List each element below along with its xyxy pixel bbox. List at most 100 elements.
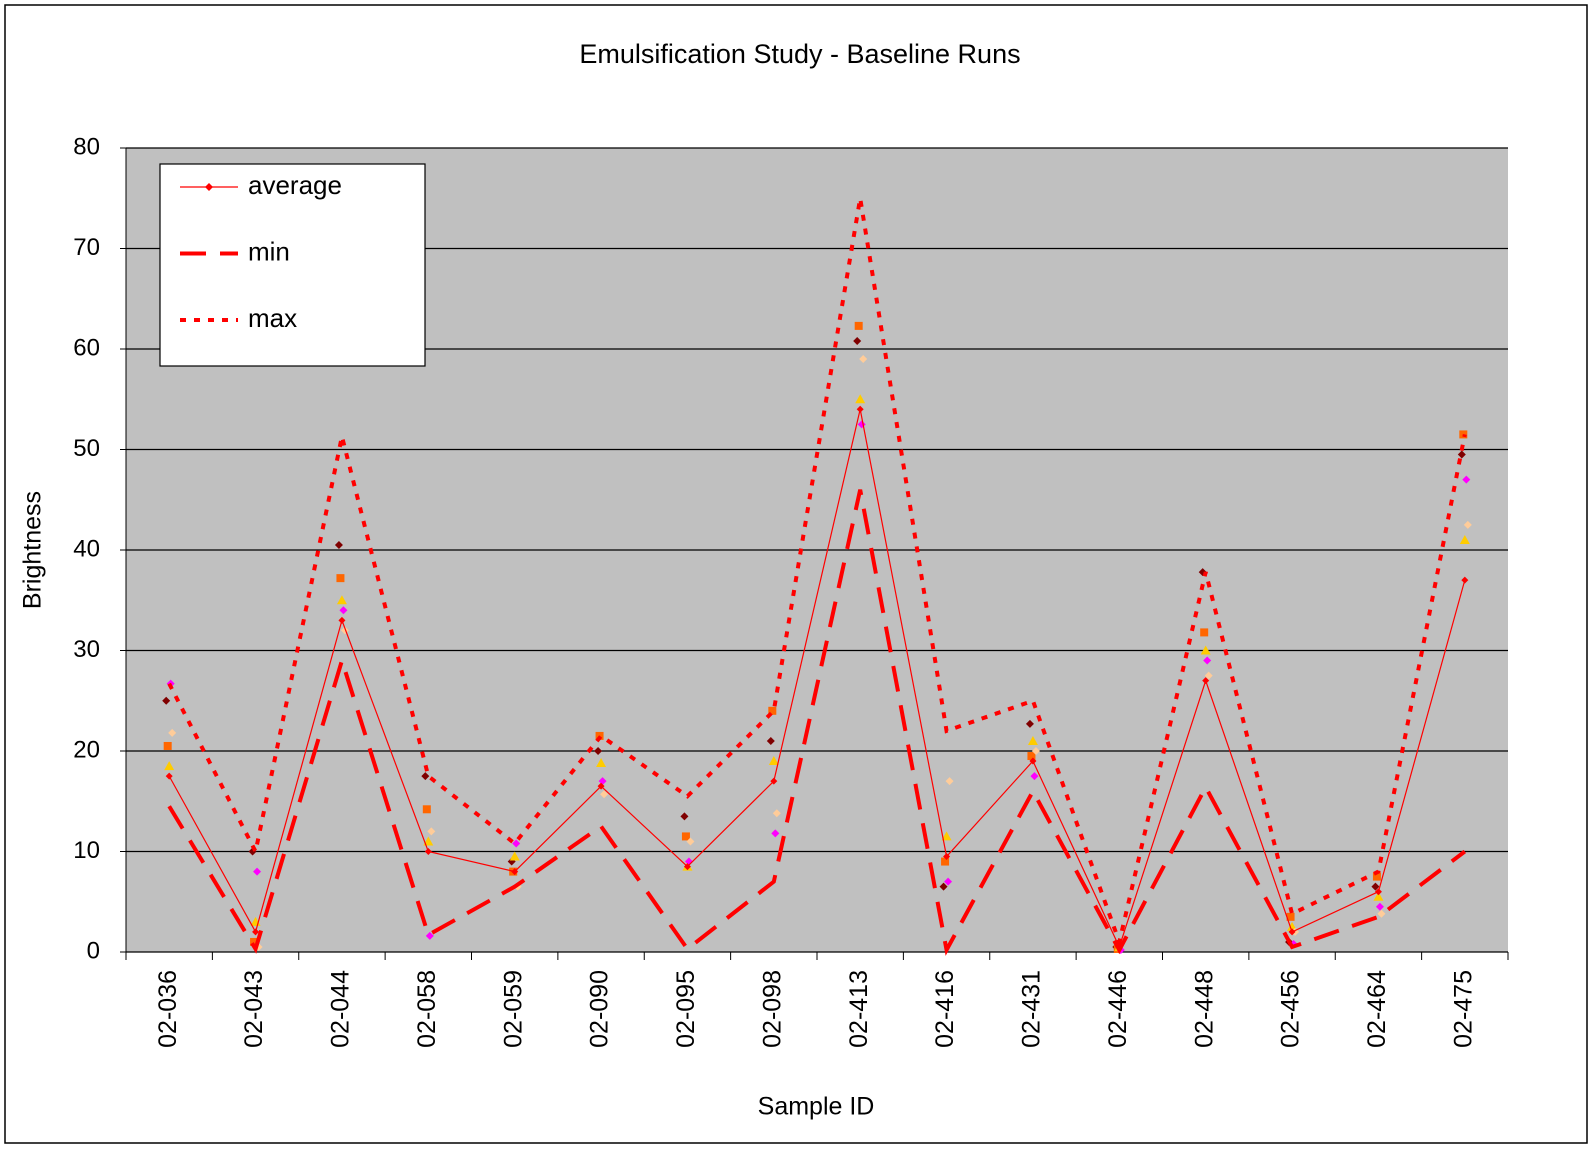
legend-box bbox=[159, 163, 426, 367]
marker bbox=[939, 882, 948, 891]
marker bbox=[683, 863, 691, 871]
marker bbox=[941, 857, 950, 866]
marker bbox=[854, 321, 863, 330]
marker bbox=[1288, 928, 1296, 936]
marker bbox=[772, 809, 781, 818]
marker bbox=[771, 829, 780, 838]
marker bbox=[1374, 888, 1382, 896]
series-line bbox=[167, 197, 1467, 950]
x-tick-label: 02-448 bbox=[1190, 970, 1218, 1048]
marker bbox=[680, 812, 689, 821]
x-tick-label: 02-058 bbox=[413, 970, 441, 1048]
x-tick-label: 02-456 bbox=[1277, 970, 1305, 1048]
x-axis-label: Sample ID bbox=[758, 1093, 875, 1121]
marker bbox=[1373, 891, 1384, 901]
series-line bbox=[168, 409, 1466, 949]
marker bbox=[334, 540, 343, 549]
marker bbox=[1029, 757, 1037, 765]
marker bbox=[339, 606, 348, 615]
marker bbox=[162, 696, 171, 705]
marker bbox=[1200, 645, 1211, 655]
marker bbox=[253, 867, 262, 876]
marker bbox=[681, 832, 690, 841]
y-tick-label: 30 bbox=[73, 636, 100, 663]
marker bbox=[768, 756, 779, 766]
x-tick-label: 02-090 bbox=[586, 970, 614, 1048]
x-tick-label: 02-036 bbox=[154, 970, 182, 1048]
marker bbox=[594, 747, 603, 755]
x-tick-label: 02-475 bbox=[1449, 970, 1477, 1048]
x-tick-label: 02-043 bbox=[240, 970, 268, 1048]
x-tick-label: 02-413 bbox=[845, 970, 873, 1048]
marker bbox=[421, 772, 430, 781]
marker bbox=[944, 877, 953, 886]
marker bbox=[859, 355, 868, 364]
x-tick-label: 02-044 bbox=[327, 970, 355, 1048]
marker bbox=[1027, 752, 1036, 761]
y-tick-label: 0 bbox=[87, 937, 100, 964]
x-tick-label: 02-098 bbox=[758, 970, 786, 1048]
marker bbox=[164, 761, 175, 771]
marker bbox=[422, 805, 431, 814]
marker bbox=[252, 928, 260, 936]
y-axis-label: Brightness bbox=[19, 491, 47, 609]
marker bbox=[424, 848, 432, 855]
marker bbox=[1204, 671, 1213, 680]
marker bbox=[1200, 628, 1209, 637]
marker bbox=[853, 336, 862, 345]
marker bbox=[596, 758, 607, 768]
marker bbox=[945, 777, 954, 786]
y-tick-label: 40 bbox=[73, 535, 100, 562]
y-tick-label: 80 bbox=[73, 133, 100, 160]
marker bbox=[1202, 677, 1210, 685]
x-tick-label: 02-431 bbox=[1018, 970, 1046, 1048]
marker bbox=[338, 616, 346, 624]
marker bbox=[511, 868, 519, 876]
marker bbox=[1372, 872, 1381, 881]
marker bbox=[336, 574, 345, 583]
legend-label: max bbox=[248, 303, 297, 333]
marker bbox=[1459, 534, 1470, 544]
marker bbox=[1377, 909, 1386, 918]
legend-label: average bbox=[248, 170, 342, 200]
marker bbox=[1371, 882, 1380, 891]
x-tick-label: 02-095 bbox=[672, 970, 700, 1048]
marker bbox=[1027, 735, 1038, 745]
chart-title: Emulsification Study - Baseline Runs bbox=[579, 39, 1020, 69]
marker bbox=[941, 831, 952, 841]
marker bbox=[1457, 450, 1466, 459]
marker bbox=[597, 782, 605, 790]
marker bbox=[600, 790, 609, 799]
marker bbox=[163, 741, 172, 750]
marker bbox=[768, 706, 777, 715]
marker bbox=[1203, 656, 1212, 665]
marker bbox=[766, 736, 775, 745]
marker bbox=[856, 405, 864, 413]
y-tick-label: 20 bbox=[73, 736, 100, 763]
x-tick-label: 02-416 bbox=[931, 970, 959, 1048]
marker bbox=[943, 853, 951, 861]
marker bbox=[1463, 520, 1472, 529]
marker bbox=[165, 772, 173, 780]
marker bbox=[512, 839, 521, 848]
marker bbox=[1462, 475, 1471, 484]
y-tick-label: 50 bbox=[73, 435, 100, 462]
marker bbox=[509, 851, 520, 861]
marker bbox=[598, 777, 607, 786]
y-tick-label: 70 bbox=[73, 234, 100, 261]
marker bbox=[1030, 772, 1039, 781]
x-tick-label: 02-059 bbox=[499, 970, 527, 1048]
series-line bbox=[167, 489, 1467, 956]
marker bbox=[250, 937, 259, 946]
marker bbox=[427, 827, 436, 836]
marker bbox=[686, 837, 695, 846]
legend-label: min bbox=[248, 236, 290, 266]
marker bbox=[1031, 747, 1040, 755]
marker bbox=[770, 777, 778, 785]
marker bbox=[425, 931, 434, 940]
marker bbox=[336, 595, 347, 605]
marker bbox=[1025, 719, 1034, 728]
marker bbox=[1375, 902, 1384, 911]
